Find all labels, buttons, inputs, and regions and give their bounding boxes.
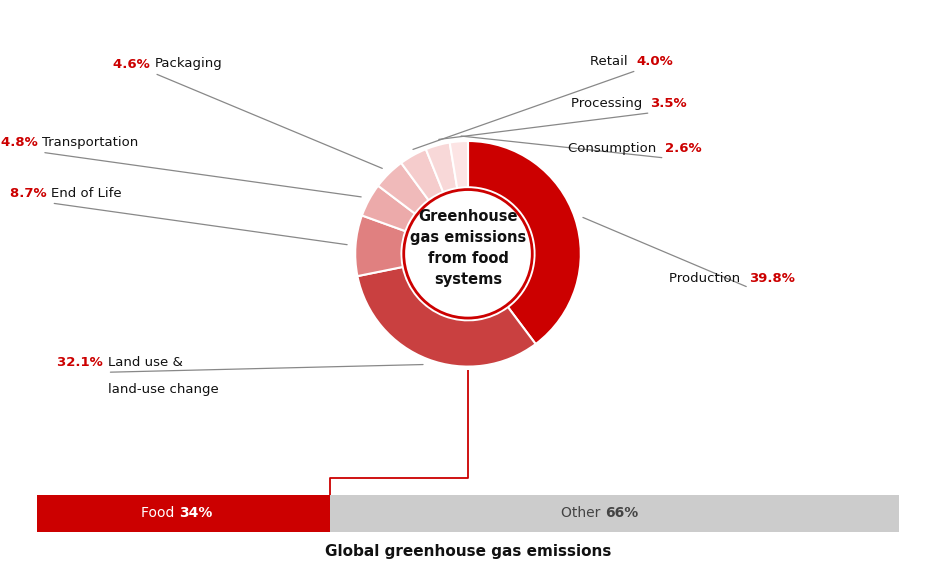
Text: 4.0%: 4.0% — [636, 55, 673, 68]
Text: Food: Food — [141, 506, 179, 520]
Text: End of Life: End of Life — [51, 187, 122, 200]
Text: 32.1%: 32.1% — [57, 356, 108, 369]
Wedge shape — [468, 141, 581, 344]
Text: Greenhouse
gas emissions
from food
systems: Greenhouse gas emissions from food syste… — [410, 209, 526, 287]
Text: Other: Other — [562, 506, 605, 520]
Bar — [330, 495, 899, 531]
Text: Processing: Processing — [571, 97, 651, 110]
Wedge shape — [358, 267, 535, 367]
Wedge shape — [449, 141, 468, 188]
Text: land-use change: land-use change — [108, 383, 218, 396]
Text: Land use &: Land use & — [108, 356, 183, 369]
Wedge shape — [362, 186, 415, 231]
Text: Consumption: Consumption — [568, 142, 665, 155]
Bar — [37, 495, 330, 531]
Wedge shape — [402, 149, 443, 200]
Text: 4.6%: 4.6% — [113, 58, 154, 70]
Circle shape — [403, 190, 533, 318]
Text: 2.6%: 2.6% — [665, 142, 701, 155]
Text: Retail: Retail — [591, 55, 636, 68]
Text: 66%: 66% — [605, 506, 638, 520]
Text: Transportation: Transportation — [42, 136, 139, 149]
Text: Production: Production — [669, 272, 749, 285]
Text: Packaging: Packaging — [154, 58, 222, 70]
Text: 39.8%: 39.8% — [749, 272, 795, 285]
Text: Global greenhouse gas emissions: Global greenhouse gas emissions — [325, 544, 611, 559]
Wedge shape — [426, 143, 457, 192]
Text: 4.8%: 4.8% — [1, 136, 42, 149]
Wedge shape — [378, 163, 429, 214]
Wedge shape — [355, 215, 405, 276]
Text: 3.5%: 3.5% — [651, 97, 687, 110]
Text: 8.7%: 8.7% — [10, 187, 51, 200]
Text: 34%: 34% — [179, 506, 212, 520]
